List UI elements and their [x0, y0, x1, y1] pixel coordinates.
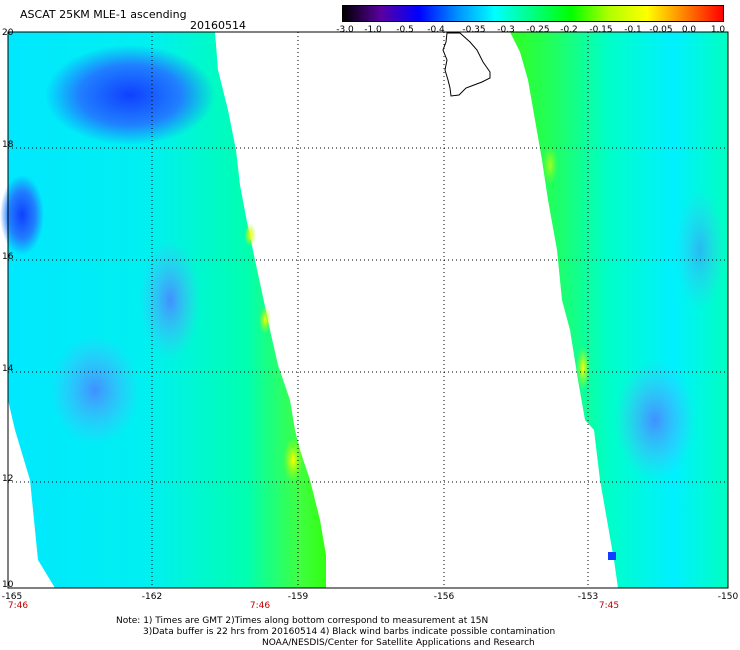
- footnote-line-2: 3)Data buffer is 22 hrs from 20160514 4)…: [143, 627, 556, 637]
- lat-label: 14: [2, 364, 14, 374]
- right-swath: [510, 32, 728, 588]
- product-title: ASCAT 25KM MLE-1 ascending: [20, 8, 187, 21]
- colorbar-tick: -0.1: [624, 25, 642, 35]
- lon-label: -150: [717, 592, 739, 602]
- colorbar-tick: 0.0: [681, 25, 697, 35]
- lat-label: 20: [2, 28, 14, 38]
- map-frame: [7, 31, 729, 589]
- lon-label: -162: [141, 592, 163, 602]
- lon-label: -156: [433, 592, 455, 602]
- pass-time-label: 7:45: [598, 601, 620, 611]
- lat-label: 18: [2, 140, 14, 150]
- pass-time-label: 7:46: [249, 601, 271, 611]
- colorbar-tick: -0.25: [526, 25, 550, 35]
- colorbar-tick: -0.4: [427, 25, 445, 35]
- colorbar-tick: -0.05: [649, 25, 673, 35]
- left-swath: [0, 32, 326, 588]
- footnote-line-1: Note: 1) Times are GMT 2)Times along bot…: [116, 616, 489, 626]
- colorbar-tick: 1.0: [710, 25, 726, 35]
- colorbar-tick: -1.0: [364, 25, 382, 35]
- colorbar-tick: -0.3: [497, 25, 515, 35]
- lon-label: -159: [287, 592, 309, 602]
- colorbar-tick: -0.2: [560, 25, 578, 35]
- colorbar-tick: -3.0: [336, 25, 354, 35]
- lon-label: -165: [1, 592, 23, 602]
- colorbar: [342, 5, 724, 22]
- lon-label: -153: [577, 592, 599, 602]
- pass-time-label: 7:46: [7, 601, 29, 611]
- product-date: 20160514: [190, 19, 246, 32]
- island-outline: [442, 32, 491, 97]
- lat-label: 12: [2, 474, 14, 484]
- lat-label: 16: [2, 252, 14, 262]
- colorbar-tick: -0.35: [462, 25, 486, 35]
- lat-label: 10: [2, 580, 14, 590]
- footnote-line-3: NOAA/NESDIS/Center for Satellite Applica…: [262, 638, 535, 648]
- colorbar-tick: -0.15: [589, 25, 613, 35]
- graticule: [8, 32, 728, 588]
- colorbar-tick: -0.5: [396, 25, 414, 35]
